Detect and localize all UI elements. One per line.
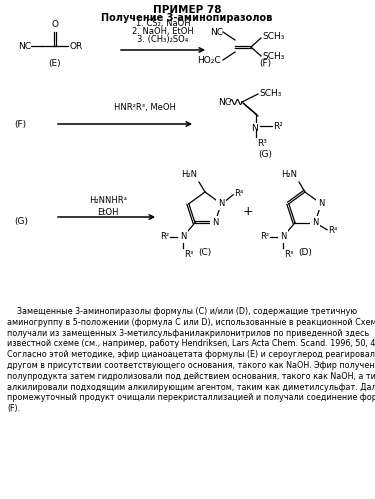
- Text: R⁴: R⁴: [234, 189, 243, 198]
- Text: H₂NNHR⁴: H₂NNHR⁴: [89, 196, 127, 205]
- Text: SCH₃: SCH₃: [259, 88, 281, 97]
- Text: N: N: [218, 199, 224, 208]
- Text: NC: NC: [218, 97, 231, 106]
- Text: HO₂C: HO₂C: [197, 55, 221, 64]
- Text: R²: R²: [260, 232, 269, 241]
- Text: R³: R³: [284, 250, 293, 259]
- Text: (E): (E): [49, 59, 62, 68]
- Text: ПРИМЕР 78: ПРИМЕР 78: [153, 5, 221, 15]
- Text: промежуточный продукт очищали перекристаллизацией и получали соединение формулы: промежуточный продукт очищали перекриста…: [7, 393, 375, 402]
- Text: R³: R³: [257, 139, 267, 148]
- Text: SCH₃: SCH₃: [262, 31, 284, 40]
- Text: (G): (G): [258, 150, 272, 159]
- Text: алкилировали подходящим алкилирующим агентом, таким как диметилсульфат. Далее: алкилировали подходящим алкилирующим аге…: [7, 383, 375, 392]
- Text: NC: NC: [210, 27, 223, 36]
- Text: +: +: [243, 205, 254, 218]
- Text: аминогруппу в 5-положении (формула C или D), использованные в реакционной Схеме : аминогруппу в 5-положении (формула C или…: [7, 318, 375, 327]
- Text: (C): (C): [198, 248, 211, 257]
- Text: N: N: [312, 218, 318, 227]
- Text: N: N: [318, 199, 324, 208]
- Text: получали из замещенных 3-метилсульфанилакрилонитрилов по приведенной здесь: получали из замещенных 3-метилсульфанила…: [7, 329, 369, 338]
- Text: 3. (CH₃)₂SO₄: 3. (CH₃)₂SO₄: [137, 35, 189, 44]
- Text: N: N: [180, 232, 186, 241]
- Text: SCH₃: SCH₃: [262, 51, 284, 60]
- Text: H₂N: H₂N: [281, 170, 297, 179]
- Text: 2. NaOH, EtOH: 2. NaOH, EtOH: [132, 27, 194, 36]
- Text: Замещенные 3-аминопиразолы формулы (C) и/или (D), содержащие третичную: Замещенные 3-аминопиразолы формулы (C) и…: [7, 307, 357, 316]
- Text: (G): (G): [14, 217, 28, 226]
- Text: (F).: (F).: [7, 404, 20, 413]
- Text: HNR²R³, MeOH: HNR²R³, MeOH: [114, 103, 176, 112]
- Text: R³: R³: [184, 250, 193, 259]
- Text: полупродукта затем гидролизовали под действием основания, такого как NaOH, а тио: полупродукта затем гидролизовали под дей…: [7, 372, 375, 381]
- Text: (F): (F): [14, 119, 26, 129]
- Text: O: O: [51, 20, 58, 29]
- Text: NC: NC: [18, 41, 31, 50]
- Text: 1. CS₂, NaOH: 1. CS₂, NaOH: [136, 19, 190, 28]
- Text: (F): (F): [259, 59, 271, 68]
- Text: R²: R²: [273, 121, 283, 131]
- Text: EtOH: EtOH: [97, 208, 119, 217]
- Text: R⁴: R⁴: [328, 226, 338, 235]
- Text: R²: R²: [160, 232, 169, 241]
- Text: OR: OR: [69, 41, 82, 50]
- Text: N: N: [252, 124, 258, 133]
- Text: (D): (D): [298, 248, 312, 257]
- Text: N: N: [280, 232, 286, 241]
- Text: N: N: [212, 218, 218, 227]
- Text: Получение 3-аминопиразолов: Получение 3-аминопиразолов: [101, 13, 273, 23]
- Text: Согласно этой методике, эфир цианоацетата формулы (E) и сероуглерод реагировали : Согласно этой методике, эфир цианоацетат…: [7, 350, 375, 359]
- Text: известной схеме (см., например, работу Hendriksen, Lars Acta Chem. Scand. 1996, : известной схеме (см., например, работу H…: [7, 339, 375, 348]
- Text: другом в присутствии соответствующего основания, такого как NaOH. Эфир полученно: другом в присутствии соответствующего ос…: [7, 361, 375, 370]
- Text: H₂N: H₂N: [181, 170, 197, 179]
